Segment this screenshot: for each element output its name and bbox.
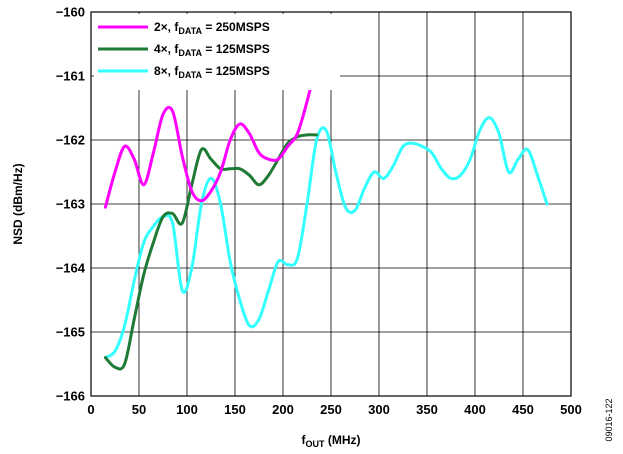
y-tick-label: −162 [56, 133, 85, 148]
grid-lines [91, 12, 571, 396]
x-tick-label: 400 [464, 402, 486, 417]
legend-entry-2x-label: 2×, fDATA = 250MSPS [154, 20, 270, 36]
legend-entry-4x-label: 4×, fDATA = 125MSPS [154, 42, 270, 58]
x-tick-label: 350 [416, 402, 438, 417]
x-tick-label: 200 [272, 402, 294, 417]
y-tick-label: −164 [56, 261, 86, 276]
x-tick-label: 450 [512, 402, 534, 417]
figure-id: 09016-122 [604, 398, 614, 441]
x-tick-label: 250 [320, 402, 342, 417]
y-axis-title: NSD (dBm/Hz) [11, 163, 25, 244]
x-tick-label: 100 [176, 402, 198, 417]
series-line-2x-250msps [103, 61, 319, 209]
x-tick-labels: 0 50 100 150 200 250 300 350 400 450 500 [87, 402, 581, 417]
y-tick-labels: −160 −161 −162 −163 −164 −165 −166 [56, 5, 86, 404]
x-tick-label: 300 [368, 402, 390, 417]
series-layer [103, 61, 549, 371]
y-tick-label: −160 [56, 5, 85, 20]
legend-entry-8x-label: 8×, fDATA = 125MSPS [154, 64, 270, 80]
x-axis-title: fOUT (MHz) [302, 433, 361, 449]
plot-area-border [90, 11, 572, 397]
legend: 2×, fDATA = 250MSPS 4×, fDATA = 125MSPS 8×… [94, 14, 340, 90]
y-tick-label: −163 [56, 197, 85, 212]
y-tick-label: −166 [56, 389, 85, 404]
y-tick-label: −161 [56, 69, 85, 84]
x-tick-label: 0 [87, 402, 94, 417]
x-tick-label: 150 [224, 402, 246, 417]
y-tick-label: −165 [56, 325, 85, 340]
x-tick-label: 50 [132, 402, 146, 417]
x-tick-label: 500 [560, 402, 582, 417]
series-line-8x-125msps [103, 116, 549, 360]
